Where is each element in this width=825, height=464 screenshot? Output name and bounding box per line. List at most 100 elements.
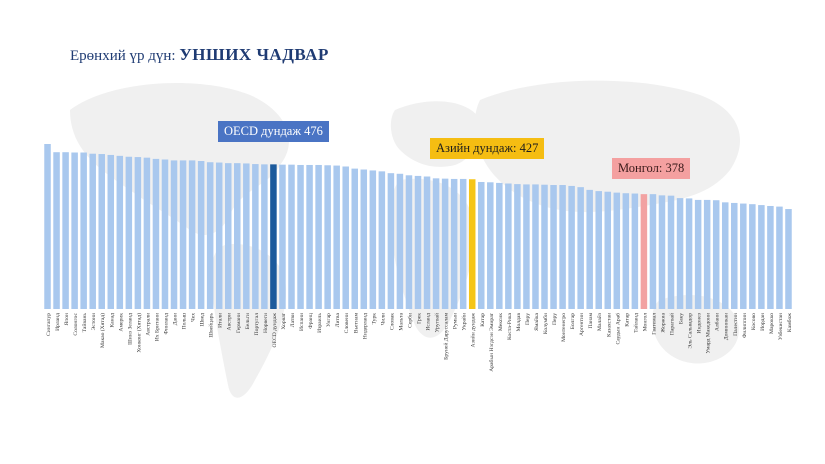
bar-5 <box>89 153 96 309</box>
bar-35 <box>360 169 368 309</box>
category-label-43: Уругвай <box>434 313 441 332</box>
bar-23 <box>252 164 259 309</box>
bar-79 <box>758 205 765 309</box>
category-label-20: Австри <box>227 313 233 330</box>
bar-67 <box>649 194 657 309</box>
category-label-32: Литва <box>335 312 341 327</box>
bar-43 <box>432 178 440 309</box>
category-label-42: Исланд <box>426 313 432 331</box>
bar-76 <box>731 202 738 309</box>
category-label-38: Словак <box>389 313 395 330</box>
category-label-46: Украйн <box>461 313 468 330</box>
bar-81 <box>776 206 783 309</box>
bar-30 <box>315 164 322 309</box>
category-label-81: Узбекистан <box>777 313 784 340</box>
category-label-15: Польш <box>182 312 188 329</box>
bar-65 <box>631 193 639 309</box>
category-label-18: Швейцарь <box>208 313 215 338</box>
bar-40 <box>405 175 413 309</box>
category-label-7: Канад <box>109 313 115 328</box>
bar-29 <box>306 164 313 309</box>
category-label-17: Швед <box>200 313 206 327</box>
category-label-64: Катар <box>624 313 630 327</box>
category-label-30: Израиль <box>317 313 323 333</box>
bar-48 <box>478 181 485 309</box>
bar-59 <box>577 187 584 309</box>
bar-34 <box>351 168 358 309</box>
category-label-54: Ямайка <box>533 312 540 330</box>
category-label-49: Арабын Нэгдсэн Эмират <box>488 312 495 371</box>
bar-57 <box>559 185 566 309</box>
category-label-50: Мексик <box>498 313 504 331</box>
bar-56 <box>550 185 557 309</box>
bar-13 <box>161 159 169 309</box>
category-label-71: Эль Сальвадор <box>688 313 694 349</box>
bar-32 <box>333 165 340 309</box>
category-label-68: Жоржиа <box>660 312 666 332</box>
category-label-12: Их Британи <box>154 313 160 341</box>
bar-63 <box>613 192 621 309</box>
bar-14 <box>170 160 178 309</box>
category-label-16: Чех <box>191 313 197 322</box>
category-label-27: Латви <box>290 313 296 327</box>
bar-68 <box>658 195 666 309</box>
category-label-79: Иордан <box>760 313 766 331</box>
category-label-56: Перу <box>552 313 558 325</box>
bar-62 <box>604 191 612 309</box>
bar-77 <box>740 203 747 309</box>
bar-9 <box>125 156 133 309</box>
bar-27 <box>288 164 295 309</box>
bar-74 <box>712 200 720 309</box>
bar-73 <box>703 199 711 309</box>
category-label-76: Палестин <box>733 313 739 336</box>
category-label-80: Марокко <box>769 313 775 334</box>
category-label-70: Баку <box>679 313 685 324</box>
bar-37 <box>378 171 386 309</box>
bar-18 <box>206 162 214 309</box>
category-label-2: Япон <box>64 313 70 326</box>
category-label-41: Грек <box>417 313 423 324</box>
category-label-47: Азийн дундаж <box>470 313 477 348</box>
category-label-63: Саудын Араб <box>614 313 621 345</box>
bar-44 <box>441 178 449 309</box>
bar-0 <box>44 144 51 309</box>
category-label-22: Бельги <box>245 313 251 329</box>
bar-51 <box>505 183 512 309</box>
bar-45 <box>450 178 458 309</box>
category-label-44: Бруней Даруссалам <box>443 313 450 360</box>
category-label-11: Австрали <box>145 313 151 336</box>
category-label-55: Колумби <box>542 313 549 334</box>
bar-69 <box>667 195 675 309</box>
category-label-72: Индонез <box>697 312 703 333</box>
bar-20 <box>224 163 232 309</box>
category-label-61: Малайз <box>596 312 603 331</box>
category-label-82: Камбож <box>786 313 793 332</box>
bar-12 <box>152 158 160 309</box>
chart-title: Ерөнхий үр дүн: УНШИХ ЧАДВАР <box>70 45 329 65</box>
bar-17 <box>197 161 205 309</box>
bar-16 <box>188 160 196 309</box>
bar-41 <box>414 175 422 309</box>
category-label-1: Ирланд <box>55 313 61 331</box>
category-label-21: Германи <box>236 313 242 333</box>
category-label-66: Монгол <box>642 313 648 332</box>
bar-33 <box>342 166 349 309</box>
category-label-48: Катар <box>480 313 486 327</box>
bar-7 <box>107 154 115 309</box>
bar-78 <box>749 204 756 309</box>
category-label-23: Португал <box>254 313 260 336</box>
bar-31 <box>324 165 331 309</box>
category-label-74: Албани <box>714 313 721 331</box>
category-label-26: Хорват <box>281 312 287 329</box>
bar-53 <box>523 184 530 309</box>
bar-8 <box>116 155 124 309</box>
category-label-4: Тайвань <box>81 313 88 333</box>
category-label-25: OECD дундаж <box>272 313 278 348</box>
category-label-52: Молдав <box>516 313 522 332</box>
bar-49 <box>487 182 494 309</box>
bar-39 <box>396 173 404 309</box>
bar-80 <box>767 205 774 309</box>
category-label-37: Чили <box>380 313 386 325</box>
category-label-75: Доминикан <box>724 313 730 340</box>
